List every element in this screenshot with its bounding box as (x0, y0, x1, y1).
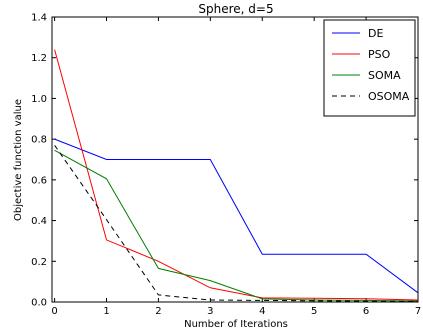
series-line-pso (54, 49, 419, 301)
legend: DE PSO SOMA OSOMA (323, 19, 416, 117)
legend-label-pso: PSO (368, 48, 391, 61)
x-axis-label: Number of Iterations (184, 319, 288, 330)
x-tick-label: 7 (415, 306, 421, 317)
y-tick-label: 1.4 (31, 13, 47, 24)
y-tick-label: 1.2 (31, 53, 47, 64)
y-tick-label: 0.0 (31, 298, 47, 309)
legend-label-osoma: OSOMA (368, 90, 410, 103)
x-tick-label: 6 (363, 306, 369, 317)
legend-label-soma: SOMA (368, 69, 401, 82)
y-axis-label: Objective function value (13, 99, 24, 221)
y-tick-label: 0.8 (31, 135, 47, 146)
y-tick-label: 1.0 (31, 94, 47, 105)
y-tick-label: 0.6 (31, 175, 47, 186)
x-tick-label: 1 (103, 306, 109, 317)
x-tick-label: 5 (311, 306, 317, 317)
axis-ticks: 0 1 2 3 4 5 6 7 0.0 0.2 0.4 0.6 0.8 1.0 1.2 1.4 (31, 13, 421, 318)
series-line-osoma (54, 145, 419, 302)
series-lines (54, 49, 419, 302)
chart-title: Sphere, d=5 (198, 2, 273, 16)
x-tick-label: 3 (207, 306, 213, 317)
x-tick-label: 0 (51, 306, 57, 317)
legend-label-de: DE (368, 27, 383, 40)
y-tick-label: 0.4 (31, 216, 47, 227)
y-tick-label: 0.2 (31, 257, 47, 268)
series-line-soma (54, 149, 419, 302)
legend-box (323, 19, 416, 117)
x-tick-label: 4 (259, 306, 265, 317)
series-line-de (54, 138, 419, 294)
x-tick-label: 2 (155, 306, 161, 317)
